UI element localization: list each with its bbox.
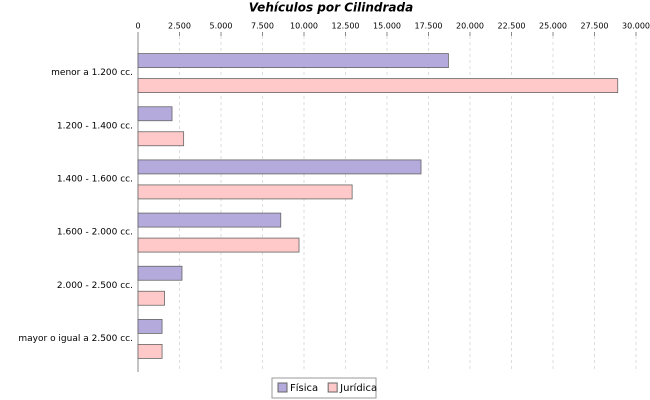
bar	[137, 184, 353, 200]
chart-title: Vehículos por Cilindrada	[249, 1, 413, 15]
legend-label: Física	[290, 382, 318, 394]
legend-label: Jurídica	[339, 382, 377, 394]
legend-box	[271, 377, 377, 399]
bar	[137, 106, 173, 122]
y-tick-label: 1.400 - 1.600 cc.	[57, 174, 133, 184]
bar	[137, 237, 300, 253]
x-tick-label: 5.000	[210, 22, 233, 31]
bar	[137, 78, 619, 93]
bar	[137, 212, 282, 228]
y-tick-label: 1.200 - 1.400 cc.	[57, 121, 133, 131]
legend-swatch	[277, 382, 288, 393]
y-tick-label: mayor o igual a 2.500 cc.	[18, 334, 133, 344]
bar	[137, 265, 183, 281]
y-tick-label: 1.600 - 2.000 cc.	[57, 228, 133, 238]
x-tick-label: 30.000	[622, 22, 650, 31]
bar	[137, 53, 449, 68]
x-tick-label: 2.500	[168, 22, 191, 31]
x-tick-label: 20.000	[456, 22, 484, 31]
legend-swatch	[327, 382, 338, 393]
x-tick-label: 0	[135, 22, 140, 31]
x-tick-label: 17.500	[415, 22, 443, 31]
bar	[137, 131, 185, 147]
x-tick-label: 12.500	[332, 22, 360, 31]
x-tick-label: 22.500	[498, 22, 526, 31]
x-tick-label: 25.000	[539, 22, 567, 31]
bar	[137, 290, 165, 306]
bar	[137, 319, 163, 334]
y-tick-label: 2.000 - 2.500 cc.	[57, 281, 133, 291]
x-tick-label: 10.000	[290, 22, 318, 31]
x-tick-label: 15.000	[373, 22, 401, 31]
y-tick-label: menor a 1.200 cc.	[51, 68, 133, 78]
x-tick-label: 7.500	[251, 22, 274, 31]
x-tick-label: 27.500	[581, 22, 609, 31]
bar	[137, 159, 422, 175]
bar	[137, 344, 163, 359]
